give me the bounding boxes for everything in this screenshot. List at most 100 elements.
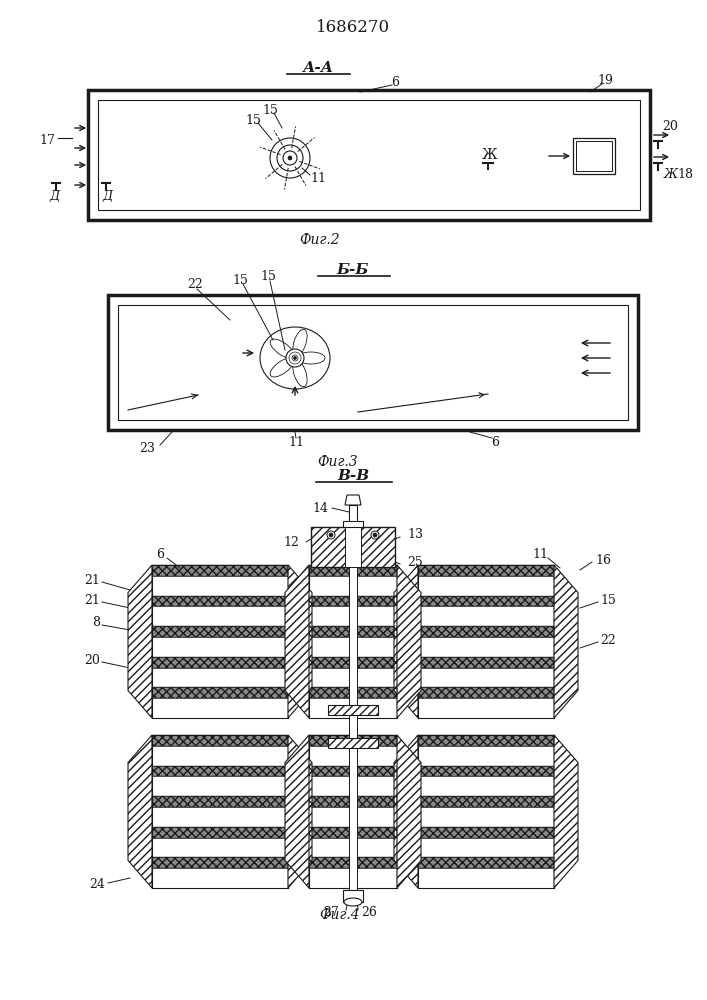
Bar: [309, 868, 397, 888]
Polygon shape: [128, 565, 152, 718]
Text: В-В: В-В: [337, 469, 369, 483]
Bar: [418, 687, 554, 698]
Bar: [345, 527, 361, 567]
Text: Ж: Ж: [664, 167, 678, 180]
Bar: [418, 668, 554, 687]
Text: 20: 20: [662, 120, 678, 133]
Bar: [152, 766, 288, 776]
Bar: [328, 705, 378, 715]
Circle shape: [327, 531, 335, 539]
Bar: [309, 735, 397, 746]
Bar: [152, 807, 288, 827]
Bar: [418, 827, 554, 838]
Bar: [309, 626, 397, 637]
Text: 11: 11: [288, 436, 304, 448]
Bar: [418, 626, 554, 637]
Bar: [152, 657, 288, 668]
Text: Фиг.2: Фиг.2: [300, 233, 340, 247]
Bar: [309, 668, 397, 687]
Bar: [418, 827, 554, 838]
Bar: [152, 766, 288, 776]
Bar: [309, 735, 397, 746]
Bar: [152, 565, 288, 576]
Bar: [418, 857, 554, 868]
Polygon shape: [394, 735, 418, 888]
Bar: [418, 796, 554, 807]
Text: 21: 21: [84, 593, 100, 606]
Text: 15: 15: [245, 113, 261, 126]
Bar: [309, 796, 397, 807]
Bar: [152, 838, 288, 857]
Bar: [418, 776, 554, 796]
Polygon shape: [345, 495, 361, 505]
Polygon shape: [285, 735, 309, 888]
Circle shape: [288, 156, 292, 160]
Bar: [309, 857, 397, 868]
Bar: [418, 838, 554, 857]
Bar: [418, 868, 554, 888]
Bar: [309, 766, 397, 776]
Bar: [152, 735, 288, 746]
Bar: [343, 890, 363, 902]
Text: 25: 25: [407, 556, 423, 568]
Bar: [152, 868, 288, 888]
Text: 6: 6: [391, 76, 399, 89]
Text: 26: 26: [361, 906, 377, 918]
Bar: [152, 668, 288, 687]
Circle shape: [293, 357, 296, 360]
Text: 22: 22: [600, 634, 616, 647]
Bar: [309, 596, 397, 606]
Text: 15: 15: [232, 273, 248, 286]
Bar: [98, 100, 640, 210]
Bar: [328, 738, 378, 748]
Bar: [118, 305, 628, 420]
Text: Д: Д: [50, 190, 60, 202]
Bar: [309, 626, 397, 637]
Text: Фиг.4: Фиг.4: [320, 908, 361, 922]
Bar: [152, 596, 288, 606]
Bar: [309, 657, 397, 668]
Polygon shape: [397, 565, 421, 718]
Text: 14: 14: [312, 502, 328, 514]
Bar: [309, 766, 397, 776]
Bar: [152, 857, 288, 868]
Bar: [309, 637, 397, 657]
Bar: [349, 567, 357, 890]
Text: Фиг.3: Фиг.3: [317, 455, 358, 469]
Bar: [309, 807, 397, 827]
Bar: [418, 735, 554, 746]
Bar: [343, 521, 363, 527]
Bar: [152, 637, 288, 657]
Polygon shape: [288, 565, 312, 718]
Bar: [309, 857, 397, 868]
Bar: [152, 606, 288, 626]
Bar: [418, 746, 554, 766]
Bar: [418, 657, 554, 668]
Bar: [152, 565, 288, 576]
Bar: [418, 807, 554, 827]
Bar: [309, 776, 397, 796]
Bar: [152, 735, 288, 746]
Ellipse shape: [344, 898, 362, 906]
Bar: [309, 796, 397, 807]
Text: 19: 19: [597, 74, 613, 87]
Text: 15: 15: [262, 104, 278, 116]
Text: Д: Д: [103, 190, 113, 202]
Bar: [418, 857, 554, 868]
Polygon shape: [128, 735, 152, 888]
Circle shape: [371, 531, 379, 539]
Text: 1686270: 1686270: [316, 19, 390, 36]
Bar: [152, 596, 288, 606]
Circle shape: [373, 533, 377, 537]
Bar: [311, 527, 395, 567]
Bar: [152, 827, 288, 838]
Bar: [108, 295, 638, 430]
Text: 12: 12: [283, 536, 299, 548]
Bar: [152, 687, 288, 698]
Text: 16: 16: [595, 554, 611, 566]
Text: 13: 13: [407, 528, 423, 542]
Text: Ж: Ж: [482, 148, 498, 162]
Polygon shape: [394, 565, 418, 718]
Polygon shape: [554, 565, 578, 718]
Polygon shape: [288, 735, 312, 888]
